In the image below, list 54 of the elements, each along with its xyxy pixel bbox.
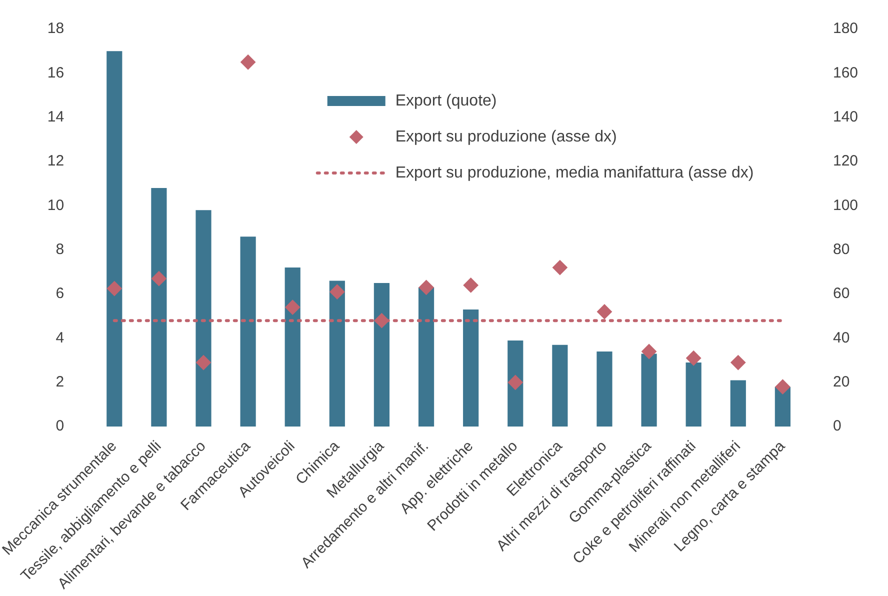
y2-tick-label: 60 <box>832 285 850 302</box>
point <box>508 374 523 390</box>
point <box>775 379 790 394</box>
y-tick-label: 18 <box>47 20 64 38</box>
y-tick-label: 10 <box>47 196 64 214</box>
bar <box>730 380 746 427</box>
bar <box>641 354 657 427</box>
y-tick-label: 2 <box>56 374 64 391</box>
point <box>552 260 568 276</box>
bar <box>552 344 568 427</box>
point <box>686 350 702 366</box>
y2-tick-label: 180 <box>832 20 858 38</box>
point <box>330 284 345 300</box>
y2-tick-label: 140 <box>832 108 858 126</box>
y-tick-label: 8 <box>56 241 64 258</box>
y-tick-label: 6 <box>56 285 64 302</box>
y2-tick-label: 160 <box>832 64 858 82</box>
y-tick-label: 16 <box>47 64 64 82</box>
y2-tick-label: 80 <box>832 241 850 258</box>
point <box>196 355 211 370</box>
point <box>463 278 478 293</box>
y2-tick-label: 0 <box>832 418 842 435</box>
y-tick-label: 12 <box>47 152 64 170</box>
y2-tick-label: 20 <box>832 374 850 391</box>
bar <box>463 310 479 427</box>
legend-label: Export su produzione, media manifattura (asse dx) <box>395 164 754 182</box>
point <box>151 271 166 286</box>
bar <box>418 287 434 427</box>
point <box>240 54 256 70</box>
bar <box>774 386 790 427</box>
bar <box>374 283 390 427</box>
bar <box>329 280 345 427</box>
point <box>642 344 657 359</box>
y-tick-label: 0 <box>56 418 64 435</box>
bar <box>686 362 702 427</box>
bar <box>284 268 300 427</box>
bar <box>106 51 122 427</box>
y2-tick-label: 120 <box>832 152 858 170</box>
bar <box>240 236 256 427</box>
point <box>285 300 300 315</box>
point <box>106 281 122 296</box>
y-tick-label: 4 <box>56 329 64 346</box>
bar <box>196 210 212 427</box>
point <box>730 355 746 370</box>
point <box>596 304 612 320</box>
y2-tick-label: 40 <box>832 329 850 346</box>
y-tick-label: 14 <box>47 108 64 126</box>
bar <box>508 340 524 427</box>
y2-tick-label: 100 <box>832 196 858 214</box>
legend-label: Export su produzione (asse dx) <box>395 128 617 146</box>
point <box>418 280 434 295</box>
legend-label: Export (quote) <box>395 92 497 110</box>
bar <box>596 351 612 427</box>
bar <box>151 188 167 427</box>
